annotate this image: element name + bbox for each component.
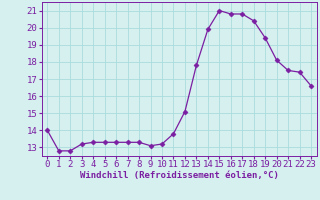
X-axis label: Windchill (Refroidissement éolien,°C): Windchill (Refroidissement éolien,°C) bbox=[80, 171, 279, 180]
